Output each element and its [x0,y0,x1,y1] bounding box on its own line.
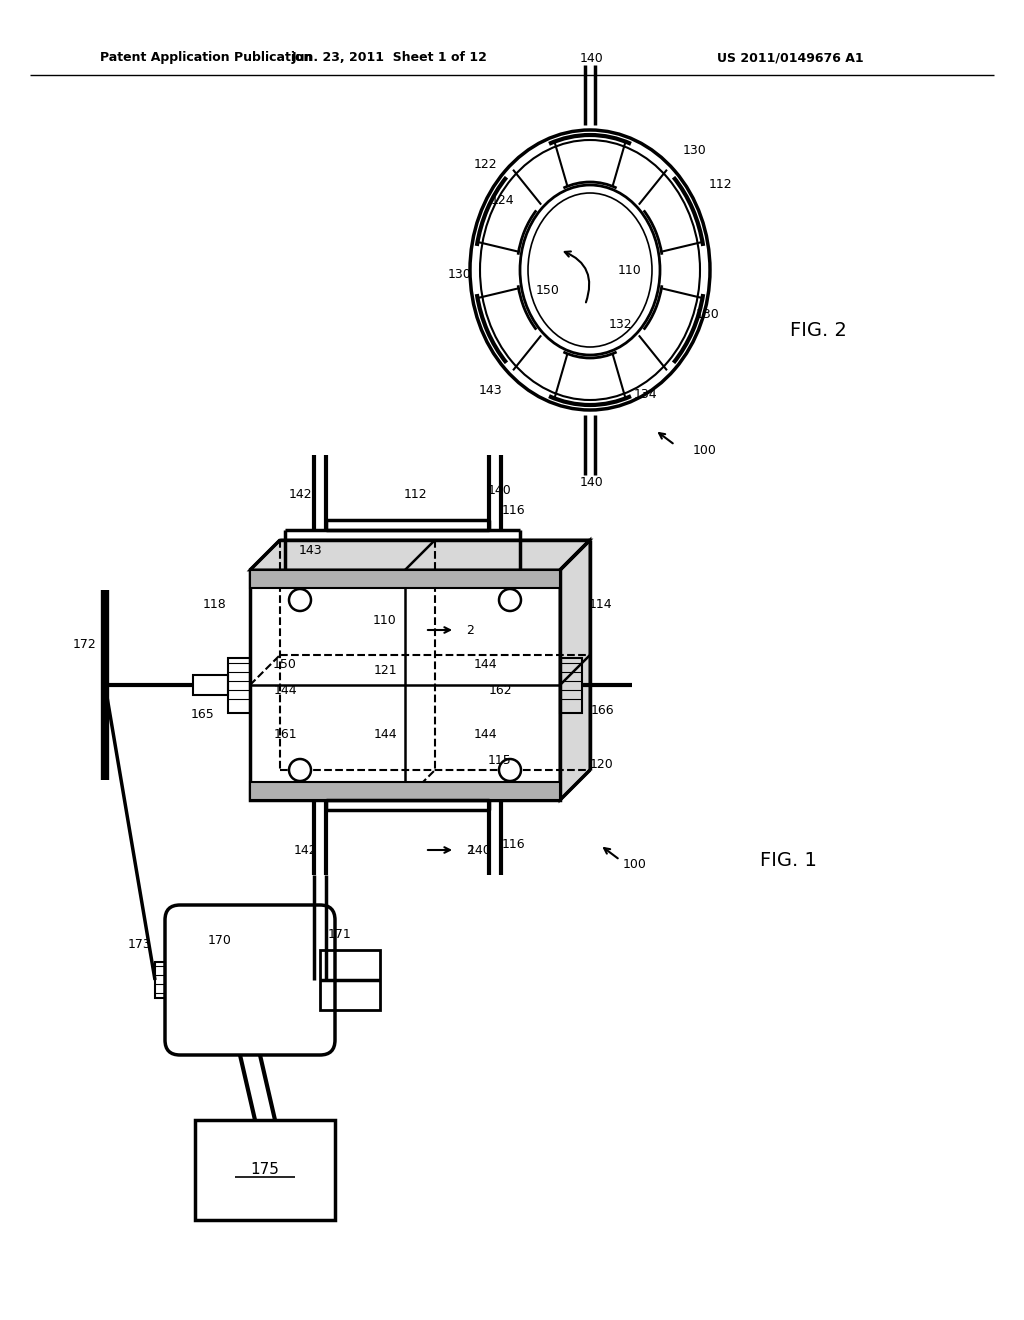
Text: 132: 132 [608,318,632,331]
Text: Jun. 23, 2011  Sheet 1 of 12: Jun. 23, 2011 Sheet 1 of 12 [292,51,488,65]
Text: 143: 143 [298,544,322,557]
Text: 144: 144 [373,729,397,742]
Text: 166: 166 [590,704,613,717]
Text: 112: 112 [709,178,732,191]
Text: 124: 124 [490,194,514,206]
Text: 173: 173 [128,939,152,952]
Text: 144: 144 [273,684,297,697]
Text: 175: 175 [251,1163,280,1177]
Text: 112: 112 [403,488,427,502]
Bar [250,781,560,800]
Text: 171: 171 [328,928,352,941]
Text: 116: 116 [501,838,525,851]
Text: 114: 114 [588,598,611,611]
Text: 130: 130 [683,144,707,157]
Bar [250,570,560,587]
Text: US 2011/0149676 A1: US 2011/0149676 A1 [717,51,863,65]
Text: 140: 140 [468,843,492,857]
Text: 150: 150 [273,659,297,672]
Bar [250,570,560,800]
Circle shape [499,589,521,611]
Text: 170: 170 [208,933,232,946]
Text: 116: 116 [501,503,525,516]
Text: 140: 140 [581,475,604,488]
Text: 162: 162 [488,684,512,697]
Text: 100: 100 [693,444,717,457]
Text: 100: 100 [623,858,647,871]
Text: 165: 165 [191,709,215,722]
Text: Patent Application Publication: Patent Application Publication [100,51,312,65]
Text: 2: 2 [466,623,474,636]
Text: 172: 172 [73,639,97,652]
Text: 140: 140 [581,51,604,65]
Text: 122: 122 [473,158,497,172]
Text: 143: 143 [478,384,502,396]
Text: FIG. 1: FIG. 1 [760,850,817,870]
Text: 110: 110 [373,614,397,627]
Text: 130: 130 [696,309,720,322]
Text: 144: 144 [473,659,497,672]
Text: 2: 2 [466,843,474,857]
Text: 142: 142 [288,488,312,502]
Bar [319,950,380,1010]
Bar [195,1119,335,1220]
Text: 161: 161 [273,729,297,742]
Text: 140: 140 [488,483,512,496]
Polygon shape [250,540,590,570]
Text: FIG. 2: FIG. 2 [790,321,847,339]
Circle shape [289,589,311,611]
Text: 121: 121 [373,664,397,676]
Text: 120: 120 [590,759,613,771]
Circle shape [499,759,521,781]
Circle shape [289,759,311,781]
Text: 115: 115 [488,754,512,767]
Bar [560,657,582,713]
Bar [155,962,165,998]
Bar [193,675,228,696]
Text: 130: 130 [449,268,472,281]
Text: 142: 142 [293,843,316,857]
Text: 110: 110 [618,264,642,276]
Text: 150: 150 [536,284,560,297]
FancyBboxPatch shape [165,906,335,1055]
Bar [228,657,250,713]
Text: 118: 118 [203,598,227,611]
Text: 144: 144 [473,729,497,742]
Text: 134: 134 [633,388,656,401]
Polygon shape [560,540,590,800]
